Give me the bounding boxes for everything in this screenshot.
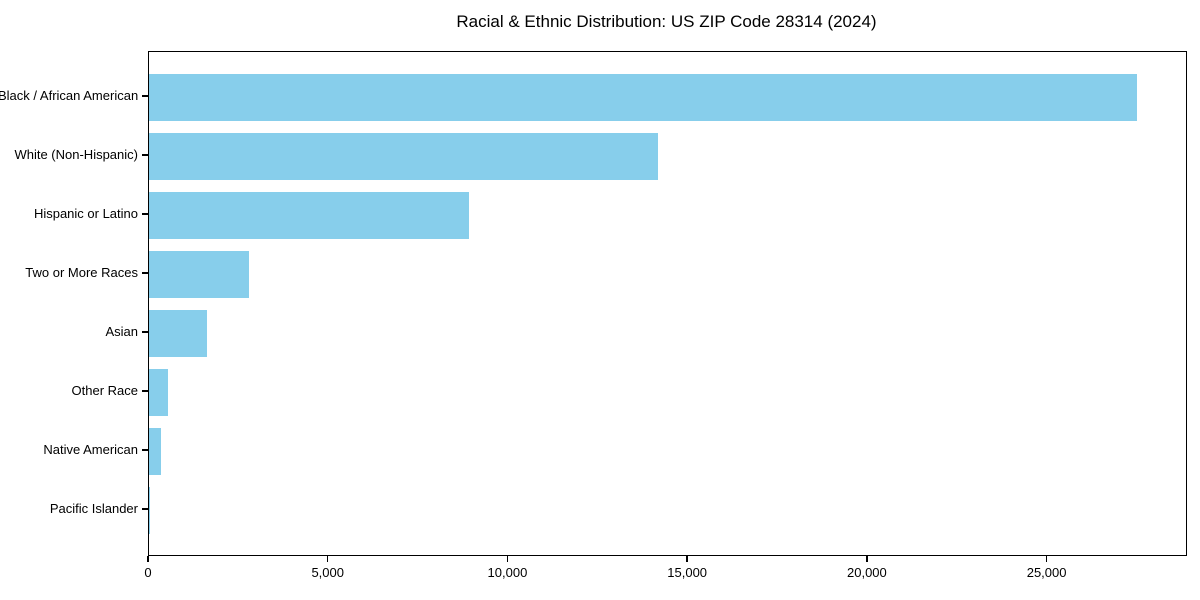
x-tick-label: 20,000 (847, 565, 887, 580)
x-axis-tick (686, 555, 688, 562)
x-tick-label: 15,000 (667, 565, 708, 580)
bar (149, 486, 151, 534)
y-axis-tick (142, 272, 148, 274)
y-tick-label: White (Non-Hispanic) (14, 147, 138, 162)
y-tick-label: Hispanic or Latino (33, 206, 138, 221)
x-tick-label: 10,000 (487, 565, 528, 580)
y-axis-tick (142, 95, 148, 97)
y-axis-tick (142, 390, 148, 392)
x-tick-label: 5,000 (311, 565, 344, 580)
x-axis-tick (866, 555, 868, 562)
x-axis-tick (147, 555, 149, 562)
bar (149, 368, 168, 416)
y-tick-label: Black / African American (0, 88, 139, 103)
bar (149, 132, 658, 180)
y-axis-tick (142, 449, 148, 451)
y-tick-label: Native American (43, 442, 138, 457)
x-axis-tick (326, 555, 329, 562)
y-tick-label: Pacific Islander (49, 501, 138, 516)
y-axis-tick (142, 213, 148, 215)
x-axis-tick (1045, 555, 1048, 562)
y-axis-tick (142, 508, 148, 510)
y-tick-label: Other Race (71, 383, 138, 398)
y-axis-tick (142, 331, 148, 333)
y-tick-label: Two or More Races (25, 265, 138, 280)
bar (149, 73, 1138, 121)
x-axis-tick (506, 555, 509, 562)
bar (149, 309, 208, 357)
bar (149, 250, 249, 298)
x-tick-label: 25,000 (1026, 565, 1067, 580)
bar (149, 427, 161, 475)
plot-area (148, 51, 1187, 556)
y-tick-label: Asian (105, 324, 138, 339)
y-axis-tick (142, 154, 148, 156)
chart-title: Racial & Ethnic Distribution: US ZIP Cod… (456, 12, 877, 31)
bar (149, 191, 469, 239)
x-tick-label: 0 (144, 565, 152, 580)
